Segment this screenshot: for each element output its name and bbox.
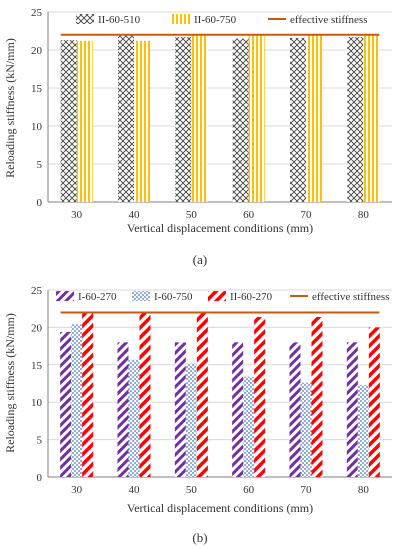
panel-label-b: (b) (192, 530, 207, 545)
bar-I-60-270 (289, 342, 301, 477)
x-tick-label: 80 (358, 209, 370, 221)
bar-II-60-510 (175, 37, 192, 202)
x-tick-label: 40 (129, 484, 141, 496)
legend: I-60-270 I-60-750 II-60-270 effective stiff… (56, 291, 389, 303)
bar-II-60-270 (139, 312, 151, 477)
bar-I-60-750 (243, 376, 255, 477)
bar-II-60-750 (134, 40, 150, 202)
bar-II-60-750 (191, 34, 208, 202)
bar-I-60-270 (174, 342, 186, 477)
bar-II-60-270 (254, 316, 266, 477)
x-tick-label: 30 (71, 484, 83, 496)
x-tick-label: 60 (243, 209, 255, 221)
x-tick-label: 40 (129, 209, 141, 221)
bar-II-60-270 (196, 312, 208, 477)
y-tick-label: 0 (37, 197, 43, 209)
x-tick-label: 60 (243, 484, 255, 496)
x-tick-label: 50 (186, 484, 198, 496)
bar-II-60-750 (306, 35, 322, 203)
chart-panel-a: 0 5 10 15 20 25 30 40 50 60 70 80 II-60-510 II-60-7… (3, 7, 392, 267)
y-tick-label: 25 (31, 285, 43, 297)
legend-label: effective stiffness (312, 291, 389, 303)
y-axis-title: Reloading stiffness (kN/mm) (3, 313, 17, 453)
x-tick-label: 30 (71, 209, 83, 221)
bar-II-60-750 (76, 40, 93, 202)
legend-label: effective stiffness (290, 14, 367, 26)
y-axis-title: Reloading stiffness (kN/mm) (3, 38, 17, 178)
legend-label: I-60-270 (78, 291, 117, 303)
x-axis-title: Vertical displacement conditions (mm) (127, 501, 313, 515)
y-tick-label: 20 (31, 45, 43, 57)
bar-I-60-750 (128, 359, 140, 477)
y-tick-label: 10 (31, 121, 43, 133)
bar-II-60-510 (232, 38, 249, 202)
x-tick-label: 70 (301, 484, 313, 496)
bar-II-60-510 (118, 34, 134, 202)
axes (47, 12, 392, 203)
bar-I-60-750 (71, 324, 83, 477)
legend-swatch (76, 14, 94, 24)
y-tick-label: 0 (37, 472, 43, 484)
legend: II-60-510 II-60-750 effective stiffness (76, 14, 367, 26)
y-tick-labels: 0 5 10 15 20 25 (31, 7, 43, 209)
y-tick-label: 15 (31, 83, 43, 95)
bar-II-60-270 (311, 316, 323, 477)
legend-swatch (172, 14, 190, 24)
bar-I-60-270 (346, 342, 358, 477)
x-axis-title: Vertical displacement conditions (mm) (127, 221, 313, 235)
bar-I-60-270 (60, 331, 72, 477)
bar-II-60-270 (82, 312, 94, 477)
bar-II-60-750 (248, 35, 265, 203)
bar-II-60-510 (347, 37, 364, 202)
bar-II-60-510 (60, 40, 77, 203)
bars (60, 34, 380, 203)
bar-I-60-270 (117, 342, 129, 477)
bar-II-60-750 (363, 35, 380, 203)
panel-label-a: (a) (193, 252, 207, 267)
x-tick-label: 70 (301, 209, 313, 221)
x-tick-labels: 30 40 50 60 70 80 (71, 209, 369, 221)
legend-label: I-60-750 (154, 291, 193, 303)
grid-lines (48, 11, 392, 165)
legend-swatch (208, 291, 226, 301)
bar-I-60-750 (185, 363, 197, 477)
y-tick-label: 15 (31, 360, 43, 372)
y-tick-label: 5 (37, 159, 43, 171)
y-tick-label: 20 (31, 322, 43, 334)
axes (47, 290, 392, 478)
bar-I-60-270 (232, 342, 244, 477)
x-tick-labels: 30 40 50 60 70 80 (71, 484, 369, 496)
chart-panel-b: 0 5 10 15 20 25 30 40 50 60 70 80 I-60-270 I-60-750… (3, 285, 392, 545)
legend-swatch (132, 291, 150, 301)
bar-I-60-750 (300, 382, 312, 477)
legend-label: II-60-270 (230, 291, 273, 303)
bar-II-60-510 (290, 37, 306, 203)
x-tick-label: 80 (358, 484, 370, 496)
y-tick-label: 10 (31, 397, 43, 409)
bar-II-60-270 (368, 327, 380, 477)
legend-label: II-60-510 (98, 14, 141, 26)
bar-I-60-750 (357, 384, 369, 477)
legend-swatch (56, 291, 74, 301)
bars (60, 312, 380, 477)
x-tick-label: 50 (186, 209, 198, 221)
y-tick-label: 5 (37, 435, 43, 447)
y-tick-labels: 0 5 10 15 20 25 (31, 285, 43, 484)
grid-lines (48, 289, 392, 441)
y-tick-label: 25 (31, 7, 43, 19)
legend-label: II-60-750 (194, 14, 237, 26)
